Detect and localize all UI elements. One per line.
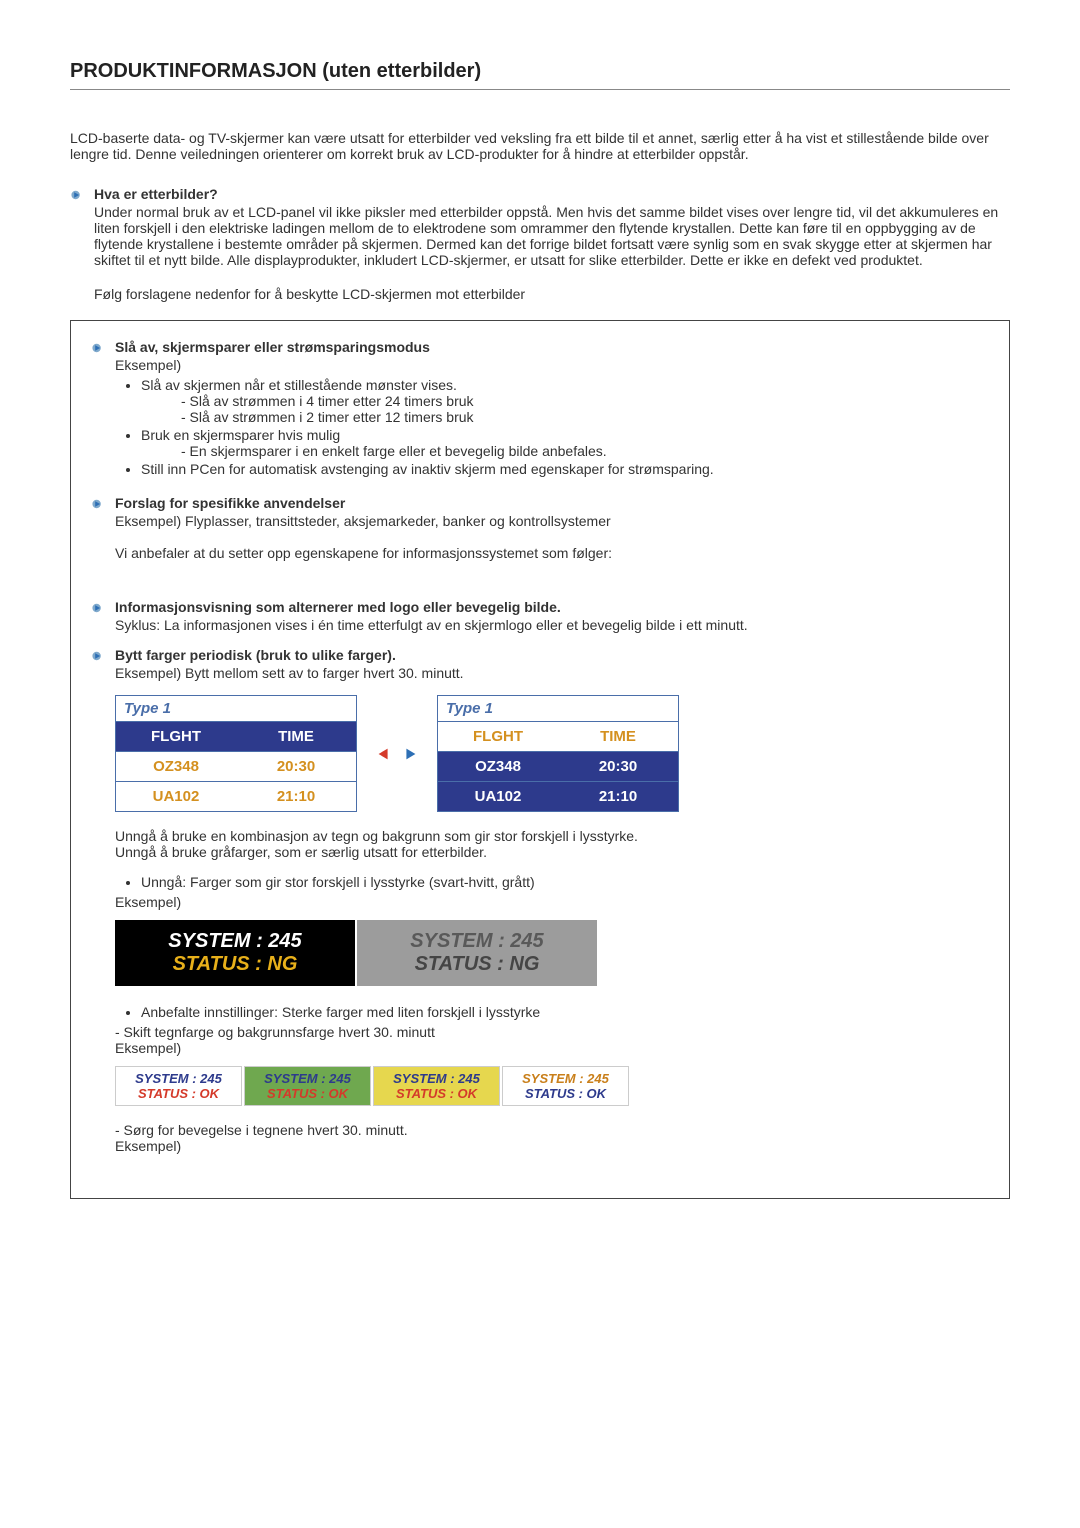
- example-label: Eksempel): [115, 357, 989, 373]
- type-cell: 20:30: [236, 751, 356, 781]
- ok-panel: SYSTEM : 245STATUS : OK: [244, 1066, 371, 1106]
- system-line: SYSTEM : 245: [503, 1071, 628, 1086]
- list-item: Bruk en skjermsparer hvis mulig - En skj…: [141, 427, 989, 459]
- bullet-arrow-icon: [91, 341, 109, 358]
- system-panel: SYSTEM : 245STATUS : NG: [357, 920, 597, 986]
- list-text: Bruk en skjermsparer hvis mulig: [141, 427, 340, 443]
- section-title-forslag: Forslag for spesifikke anvendelser: [115, 495, 989, 511]
- section-body-etterbilder: Under normal bruk av et LCD-panel vil ik…: [94, 204, 1010, 268]
- avoid-combination: Unngå å bruke en kombinasjon av tegn og …: [115, 828, 989, 844]
- type-col-header: FLGHT: [116, 721, 236, 751]
- type-cell: OZ348: [438, 751, 558, 781]
- sub-item: - Slå av strømmen i 4 timer etter 24 tim…: [181, 393, 989, 409]
- example-label: Eksempel): [115, 1138, 989, 1154]
- bullet-arrow-icon: [91, 601, 109, 618]
- section-title-informasjonsvisning: Informasjonsvisning som alternerer med l…: [115, 599, 989, 615]
- bullet-arrow-icon: [70, 188, 88, 205]
- list-item: Slå av skjermen når et stillestående møn…: [141, 377, 989, 425]
- ok-panel: SYSTEM : 245STATUS : OK: [115, 1066, 242, 1106]
- type-col-header: FLGHT: [438, 721, 558, 751]
- section-title-screensaver: Slå av, skjermsparer eller strømsparings…: [115, 339, 989, 355]
- intro-paragraph: LCD-baserte data- og TV-skjermer kan vær…: [70, 130, 1010, 162]
- type-panel-label: Type 1: [438, 696, 678, 721]
- type-cell: UA102: [438, 781, 558, 811]
- sub-item: - En skjermsparer i en enkelt farge elle…: [181, 443, 989, 459]
- status-line: STATUS : NG: [115, 953, 355, 976]
- example-label: Eksempel): [115, 1040, 989, 1056]
- system-line: SYSTEM : 245: [116, 1071, 241, 1086]
- type-cell: 21:10: [558, 781, 678, 811]
- section-title-byttfarger: Bytt farger periodisk (bruk to ulike far…: [115, 647, 989, 663]
- list-text: Slå av skjermen når et stillestående møn…: [141, 377, 457, 393]
- type-panel: Type 1FLGHTTIMEOZ34820:30UA10221:10: [115, 695, 357, 812]
- status-line: STATUS : OK: [116, 1086, 241, 1101]
- status-line: STATUS : NG: [357, 953, 597, 976]
- system-line: SYSTEM : 245: [245, 1071, 370, 1086]
- byttfarger-body: Eksempel) Bytt mellom sett av to farger …: [115, 665, 989, 681]
- type-cell: 20:30: [558, 751, 678, 781]
- sys-panels: SYSTEM : 245STATUS : NGSYSTEM : 245STATU…: [115, 920, 989, 986]
- type-cell: UA102: [116, 781, 236, 811]
- system-line: SYSTEM : 245: [374, 1071, 499, 1086]
- avoid-bullet: Unngå: Farger som gir stor forskjell i l…: [141, 874, 989, 890]
- bullet-arrow-icon: [91, 649, 109, 666]
- type-cell: OZ348: [116, 751, 236, 781]
- type-panel: Type 1FLGHTTIMEOZ34820:30UA10221:10: [437, 695, 679, 812]
- ok-panel: SYSTEM : 245STATUS : OK: [373, 1066, 500, 1106]
- sub-item: - Slå av strømmen i 2 timer etter 12 tim…: [181, 409, 989, 425]
- boxed-suggestions: Slå av, skjermsparer eller strømsparings…: [70, 320, 1010, 1199]
- section-title-etterbilder: Hva er etterbilder?: [94, 186, 1010, 202]
- type-panel-label: Type 1: [116, 696, 356, 721]
- system-panel: SYSTEM : 245STATUS : NG: [115, 920, 355, 986]
- bullet-arrow-icon: [91, 497, 109, 514]
- swap-arrows-icon: [375, 745, 419, 763]
- list-item: Still inn PCen for automatisk avstenging…: [141, 461, 989, 477]
- informasjonsvisning-body: Syklus: La informasjonen vises i én time…: [115, 617, 989, 633]
- avoid-gray: Unngå å bruke gråfarger, som er særlig u…: [115, 844, 989, 860]
- move-line1: - Sørg for bevegelse i tegnene hvert 30.…: [115, 1122, 989, 1138]
- type-panels: Type 1FLGHTTIMEOZ34820:30UA10221:10Type …: [115, 695, 989, 812]
- ok-panels: SYSTEM : 245STATUS : OKSYSTEM : 245STATU…: [115, 1066, 989, 1106]
- forslag-line2: Vi anbefaler at du setter opp egenskapen…: [115, 545, 989, 561]
- type-col-header: TIME: [236, 721, 356, 751]
- page-title: PRODUKTINFORMASJON (uten etterbilder): [70, 60, 1010, 83]
- status-line: STATUS : OK: [503, 1086, 628, 1101]
- ok-panel: SYSTEM : 245STATUS : OK: [502, 1066, 629, 1106]
- divider: [70, 89, 1010, 90]
- system-line: SYSTEM : 245: [115, 930, 355, 953]
- rec-line1: - Skift tegnfarge og bakgrunnsfarge hver…: [115, 1024, 989, 1040]
- forslag-line1: Eksempel) Flyplasser, transittsteder, ak…: [115, 513, 989, 529]
- recommended-bullet: Anbefalte innstillinger: Sterke farger m…: [141, 1004, 989, 1020]
- type-cell: 21:10: [236, 781, 356, 811]
- type-col-header: TIME: [558, 721, 678, 751]
- system-line: SYSTEM : 245: [357, 930, 597, 953]
- status-line: STATUS : OK: [374, 1086, 499, 1101]
- follow-suggestions: Følg forslagene nedenfor for å beskytte …: [94, 286, 1010, 302]
- status-line: STATUS : OK: [245, 1086, 370, 1101]
- example-label: Eksempel): [115, 894, 989, 910]
